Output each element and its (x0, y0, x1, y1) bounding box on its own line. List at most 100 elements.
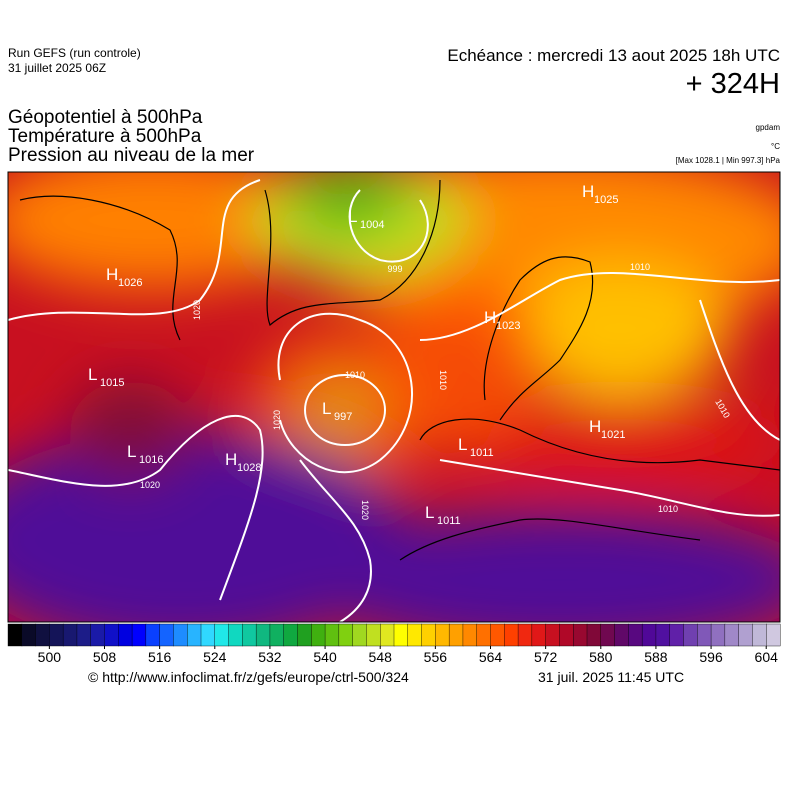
unit: °C (771, 142, 780, 151)
colorbar-swatch (448, 623, 464, 647)
isobar-label: 1010 (630, 262, 650, 272)
center-value: 1026 (118, 277, 142, 289)
colorbar-swatch (35, 623, 50, 647)
colorbar-label: 564 (479, 649, 503, 665)
colorbar-swatch (352, 623, 367, 647)
map-frame (7, 171, 781, 623)
colorbar-swatch (586, 623, 602, 647)
footer-date: 31 juil. 2025 11:45 UTC (538, 669, 685, 685)
center-letter: H (484, 308, 496, 327)
center-letter: H (106, 265, 118, 284)
valid-time: Echéance : mercredi 13 aout 2025 18h UTC (447, 46, 780, 65)
center-value: 1011 (437, 515, 461, 527)
colorbar-swatch (766, 623, 781, 647)
colorbar-swatch (187, 623, 202, 647)
run-date: 31 juillet 2025 06Z (8, 61, 107, 75)
colorbar-swatch (724, 623, 740, 647)
center-letter: L (458, 435, 467, 454)
colorbar-swatch (228, 623, 243, 647)
colorbar-swatch (131, 623, 147, 647)
colorbar-swatch (669, 623, 685, 647)
colorbar-swatch (628, 623, 643, 647)
isobar-label: 1010 (438, 370, 448, 390)
pressure-range: [Max 1028.1 | Min 997.3] hPa (675, 156, 780, 165)
center-letter: L (127, 442, 136, 461)
colorbar-swatch (614, 623, 629, 647)
colorbar-swatch (710, 623, 726, 647)
unit: gpdam (755, 123, 780, 132)
colorbar-swatch (380, 623, 395, 647)
isobar-label: 1020 (140, 480, 160, 490)
colorbar-swatch (324, 623, 340, 647)
colorbar-label: 508 (93, 649, 117, 665)
center-letter: H (582, 182, 594, 201)
colorbar-swatch (683, 623, 698, 647)
isobar-label: 1020 (360, 500, 370, 520)
isobar-label: 1010 (658, 504, 678, 514)
footer-url: © http://www.infoclimat.fr/z/gefs/europe… (88, 669, 409, 685)
colorbar-label: 540 (313, 649, 337, 665)
center-value: 1004 (360, 219, 384, 231)
center-letter: L (348, 207, 357, 226)
colorbar-swatch (255, 623, 271, 647)
colorbar-label: 596 (699, 649, 723, 665)
colorbar-swatch (90, 623, 106, 647)
isobar-label: 999 (387, 264, 402, 274)
colorbar-swatch (159, 623, 174, 647)
colorbar-swatch (242, 623, 257, 647)
colorbar-swatch (393, 623, 409, 647)
center-letter: H (225, 450, 237, 469)
colorbar-swatch (738, 623, 753, 647)
colorbar-label: 500 (38, 649, 62, 665)
colorbar-swatch (297, 623, 312, 647)
center-value: 997 (334, 411, 352, 423)
center-value: 1028 (237, 462, 261, 474)
center-value: 1021 (601, 429, 625, 441)
colorbar-swatch (21, 623, 37, 647)
colorbar-swatch (600, 623, 616, 647)
colorbar-swatch (490, 623, 505, 647)
colorbar-label: 516 (148, 649, 172, 665)
colorbar-swatch (269, 623, 285, 647)
colorbar-swatch (62, 623, 78, 647)
colorbar-swatch (517, 623, 533, 647)
colorbar-swatch (462, 623, 478, 647)
center-value: 1016 (139, 454, 163, 466)
colorbar-swatch (366, 623, 381, 647)
colorbar-swatch (504, 623, 519, 647)
colorbar-swatch (173, 623, 188, 647)
field-name: Géopotentiel à 500hPa (8, 107, 203, 128)
colorbar-swatch (641, 623, 657, 647)
colorbar-swatch (559, 623, 574, 647)
colorbar-swatch (311, 623, 326, 647)
colorbar-swatch (7, 623, 23, 647)
map-field (8, 172, 780, 622)
field-name: Pression au niveau de la mer (8, 145, 255, 166)
center-letter: L (425, 503, 434, 522)
colorbar-swatch (49, 623, 64, 647)
colorbar-swatch (421, 623, 436, 647)
colorbar-swatch (545, 623, 560, 647)
colorbar-swatch (200, 623, 216, 647)
lead-time: + 324H (685, 68, 780, 100)
center-value: 1023 (496, 320, 520, 332)
isobar-label: 1010 (345, 370, 365, 380)
colorbar-label: 580 (589, 649, 613, 665)
center-letter: L (88, 365, 97, 384)
colorbar-swatch (573, 623, 588, 647)
colorbar-swatch (104, 623, 119, 647)
colorbar-label: 556 (424, 649, 448, 665)
colorbar-swatch (435, 623, 450, 647)
colorbar-label: 524 (203, 649, 227, 665)
colorbar-swatch (214, 623, 230, 647)
center-letter: H (589, 417, 601, 436)
isobar (8, 179, 780, 622)
colorbar-label: 572 (534, 649, 558, 665)
center-value: 1025 (594, 194, 618, 206)
colorbar-label: 588 (644, 649, 668, 665)
colorbar-swatch (655, 623, 671, 647)
colorbar-swatch (752, 623, 767, 647)
run-label: Run GEFS (run controle) (8, 46, 141, 60)
